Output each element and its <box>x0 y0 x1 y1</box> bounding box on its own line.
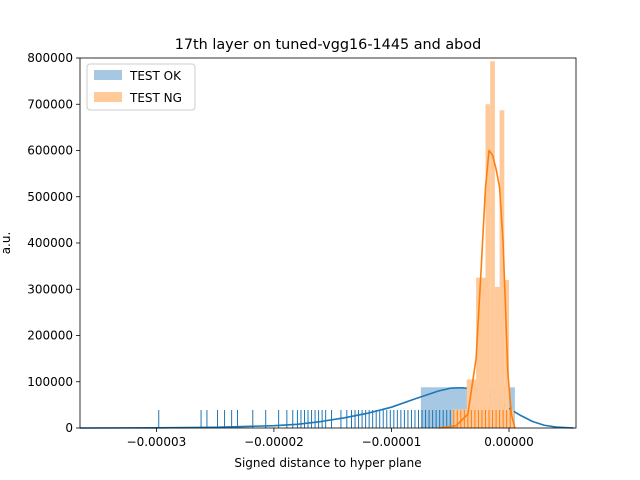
y-tick-label: 500000 <box>27 190 73 204</box>
x-tick-label: 0.00000 <box>484 435 534 449</box>
x-axis-label: Signed distance to hyper plane <box>234 456 421 470</box>
legend: TEST OK TEST NG <box>86 63 196 111</box>
kde-line-test-ok <box>79 386 574 429</box>
y-tick-label: 800000 <box>27 51 73 65</box>
hist-bar-test-ng <box>509 409 514 428</box>
hist-bar-test-ng <box>466 379 477 428</box>
y-tick-label: 700000 <box>27 97 73 111</box>
y-tick-label: 300000 <box>27 282 73 296</box>
x-tick-label: −0.00002 <box>244 435 304 449</box>
legend-label-test-ok: TEST OK <box>129 69 182 83</box>
hist-bar-test-ng <box>476 277 486 428</box>
y-tick-label: 100000 <box>27 375 73 389</box>
y-tick-label: 0 <box>65 421 73 435</box>
hist-bar-test-ng <box>485 104 491 428</box>
y-tick-label: 400000 <box>27 236 73 250</box>
hist-bar-test-ng <box>499 110 505 428</box>
hist-bar-test-ng <box>490 61 495 429</box>
y-tick-label: 600000 <box>27 144 73 158</box>
y-tick-label: 200000 <box>27 329 73 343</box>
axis-ticks: −0.00003 −0.00002 −0.00001 0.00000 0 100000 20… <box>27 51 534 449</box>
kde-line-test-ng <box>438 149 516 429</box>
x-tick-label: −0.00003 <box>127 435 187 449</box>
legend-swatch-test-ng <box>94 92 122 102</box>
hist-bar-test-ng <box>452 409 467 428</box>
y-axis-label: a.u. <box>0 232 13 255</box>
chart-title: 17th layer on tuned-vgg16-1445 and abod <box>175 37 482 53</box>
legend-label-test-ng: TEST NG <box>129 91 182 105</box>
plot-area <box>79 61 574 429</box>
legend-swatch-test-ok <box>94 70 122 80</box>
hist-bar-test-ng <box>494 286 500 428</box>
x-tick-label: −0.00001 <box>362 435 422 449</box>
